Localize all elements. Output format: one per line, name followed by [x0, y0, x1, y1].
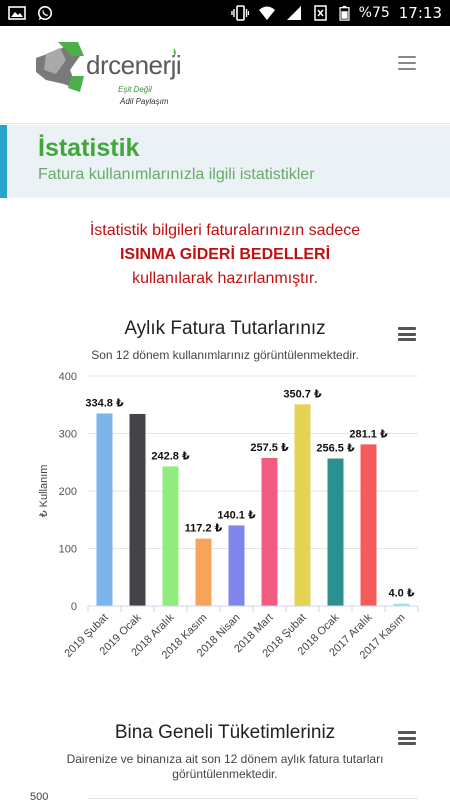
chart-title: Aylık Fatura Tutarlarınız	[124, 318, 326, 339]
chart-subtitle: Son 12 dönem kullanımlarınız görüntülenm…	[91, 348, 359, 362]
page-title: İstatistik	[38, 134, 140, 162]
hamburger-menu-button[interactable]	[398, 56, 416, 70]
wifi-icon	[258, 6, 275, 20]
notice-line-2: ISINMA GİDERİ BEDELLERİ	[119, 246, 331, 263]
bar	[294, 404, 311, 606]
drcenerji-logo[interactable]: drcenerji Eşit Değil Adil Paylaşım	[34, 40, 184, 120]
battery-percent: %75	[358, 5, 390, 21]
bar	[327, 458, 344, 606]
logo-text: drcenerji	[86, 50, 181, 80]
hamburger-icon-bar	[398, 68, 416, 70]
notice-line-1: İstatistik bilgileri faturalarınızın sad…	[89, 222, 361, 239]
y-tick-label: 500	[30, 791, 49, 803]
data-label: 334.8 ₺	[85, 397, 124, 409]
y-tick-label: 400	[59, 371, 77, 383]
bar	[360, 444, 377, 606]
y-axis-label: ₺ Kullanım	[38, 465, 50, 518]
page-subtitle: Fatura kullanımlarınızla ilgili istatist…	[38, 166, 315, 183]
data-label: 256.5 ₺	[316, 443, 355, 455]
bar	[96, 413, 113, 606]
bar	[393, 603, 410, 606]
data-label: 242.8 ₺	[151, 450, 190, 462]
data-label: 257.5 ₺	[250, 442, 289, 454]
y-tick-label: 100	[59, 544, 77, 556]
bar	[195, 538, 212, 606]
notice-line-3: kullanılarak hazırlanmıştır.	[132, 270, 318, 287]
y-tick-label: 300	[59, 429, 77, 441]
status-bar: %75 17:13	[0, 0, 450, 26]
cellular-icon	[286, 6, 301, 20]
clock: 17:13	[398, 4, 442, 22]
chart-menu-icon[interactable]	[398, 327, 416, 341]
data-label: 117.2 ₺	[185, 523, 223, 535]
hamburger-icon-bar	[398, 62, 416, 64]
gridline	[88, 798, 418, 799]
bar	[162, 466, 179, 606]
bar	[261, 457, 278, 606]
site-header: drcenerji Eşit Değil Adil Paylaşım	[0, 26, 450, 124]
chart-menu-icon[interactable]	[398, 731, 416, 745]
monthly-invoice-chart: Aylık Fatura Tutarlarınız Son 12 dönem k…	[0, 300, 450, 700]
data-label: 140.1 ₺	[217, 509, 256, 521]
data-label: 350.7 ₺	[283, 388, 322, 400]
image-icon	[8, 6, 26, 20]
chart-subtitle: Dairenize ve binanıza ait son 12 dönem a…	[66, 752, 384, 781]
bar	[129, 413, 146, 606]
data-label: 4.0 ₺	[388, 588, 414, 600]
whatsapp-icon	[37, 5, 53, 21]
battery-icon	[339, 5, 350, 21]
page-banner: İstatistik Fatura kullanımlarınızla ilgi…	[0, 125, 450, 198]
no-sim-icon	[313, 5, 327, 21]
info-notice: İstatistik bilgileri faturalarınızın sad…	[0, 219, 450, 291]
bar	[228, 525, 245, 606]
vibrate-icon	[230, 5, 249, 21]
logo-tagline-2: Adil Paylaşım	[119, 97, 169, 106]
building-consumption-chart: Bina Geneli Tüketimleriniz Dairenize ve …	[0, 700, 450, 803]
hamburger-icon-bar	[398, 56, 416, 58]
data-label: 281.1 ₺	[349, 428, 388, 440]
chart-title: Bina Geneli Tüketimleriniz	[114, 722, 336, 743]
y-tick-label: 200	[59, 486, 77, 498]
y-tick-label: 0	[71, 601, 77, 613]
logo-tagline-1: Eşit Değil	[118, 85, 152, 94]
